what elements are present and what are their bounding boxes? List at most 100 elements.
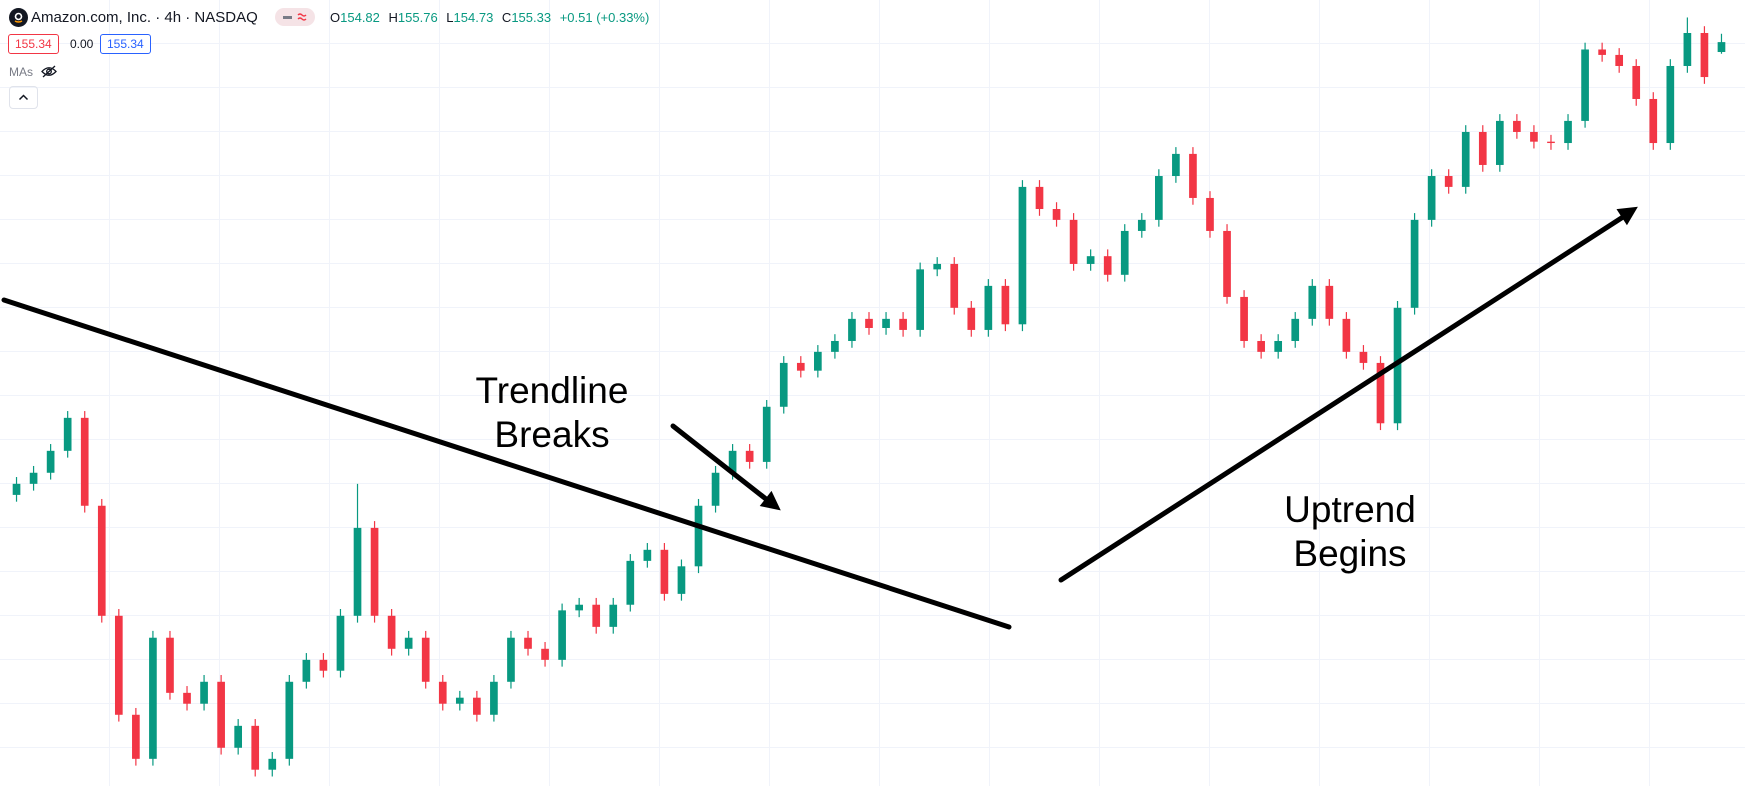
candle-body [473, 697, 481, 715]
candle-body [1683, 32, 1692, 66]
candle-body [1376, 362, 1385, 424]
candle-body [1274, 340, 1283, 352]
candle-body [1513, 120, 1521, 132]
candle-body [524, 637, 532, 649]
annotation-text: Begins [1293, 533, 1406, 574]
symbol-title[interactable]: Amazon.com, Inc. · 4h · NASDAQ [31, 9, 258, 26]
candle-body [814, 351, 822, 371]
candle-body [97, 505, 106, 616]
candle-body [319, 659, 328, 671]
candle-body [1206, 197, 1214, 231]
candle-body [677, 566, 686, 594]
candle-body [882, 318, 890, 328]
candle-body [353, 527, 362, 616]
buy-button[interactable]: 155.34 [100, 34, 151, 54]
candle-body [1291, 318, 1300, 341]
candle-body [217, 681, 225, 748]
candle-body [1052, 209, 1061, 220]
arrow-head [1616, 206, 1638, 226]
candle-body [1325, 285, 1334, 319]
candle-body [831, 340, 839, 352]
candle-body [166, 637, 174, 693]
candle-body [1530, 131, 1538, 142]
indicator-name[interactable]: MAs [9, 65, 33, 79]
candle-body [1137, 219, 1146, 231]
candle-body [46, 450, 55, 473]
ohlc-label: L [446, 10, 454, 25]
candle-body [132, 714, 140, 759]
candle-body [387, 615, 396, 649]
candle-body [63, 417, 72, 451]
ohlc-value: 155.76 [397, 10, 438, 25]
candle-body [609, 604, 618, 627]
arrow-line [670, 423, 769, 502]
candle-body [933, 263, 942, 270]
candle-body [421, 637, 430, 682]
candle-body [694, 505, 703, 567]
candle-body [745, 450, 754, 462]
candle-body [404, 637, 413, 649]
candle-body [1155, 176, 1163, 220]
candle-body [575, 604, 583, 611]
status-icons [283, 13, 307, 21]
candle-body [302, 659, 311, 682]
visibility-icon[interactable] [40, 64, 58, 79]
candle-body [1649, 98, 1658, 144]
trendline [1, 297, 1012, 630]
candle-body [29, 472, 38, 484]
candle-body [865, 318, 873, 328]
candle-body [1666, 65, 1675, 144]
candle-body [1120, 230, 1129, 275]
candle-body [1717, 42, 1726, 53]
ohlc-value: 155.33 [511, 10, 552, 25]
candle-body [1018, 186, 1027, 325]
candle-body [950, 263, 959, 308]
candle-body [490, 681, 498, 715]
candle-body [1086, 256, 1095, 264]
candle-body [12, 483, 21, 495]
candle-body [796, 362, 805, 371]
candle-body [1461, 131, 1470, 187]
candle-body [507, 637, 515, 682]
candle-body [711, 472, 720, 506]
candle-body [455, 697, 464, 704]
candle-body [916, 269, 924, 330]
ohlc: O154.82 H155.76 L154.73 C155.33 +0.51 (+… [330, 10, 649, 25]
status-pill[interactable] [275, 8, 315, 26]
candle-body [626, 560, 635, 605]
candle-body [370, 527, 379, 616]
collapse-button[interactable] [9, 86, 38, 109]
sell-button[interactable]: 155.34 [8, 34, 59, 54]
chevron-icon [18, 94, 29, 101]
ohlc-value: 154.82 [340, 10, 380, 25]
candle-body [1069, 219, 1078, 264]
candle-body [1598, 49, 1606, 55]
change: +0.51 (+0.33%) [559, 10, 650, 25]
candle-body [728, 450, 737, 473]
candle-body [1632, 65, 1641, 99]
candle-body [1564, 120, 1572, 144]
candle-body [967, 307, 976, 330]
candle-body [1172, 153, 1180, 177]
candle-body [1257, 340, 1265, 352]
candle-body [251, 725, 260, 770]
ohlc-value: 154.73 [453, 10, 494, 25]
candle-body [114, 615, 123, 715]
candle-body [1495, 120, 1504, 165]
candle-body [984, 285, 993, 330]
ohlc-label: H [388, 10, 398, 25]
candle-body [848, 318, 856, 341]
candle-body [200, 681, 208, 704]
candle-body [1001, 285, 1010, 325]
candle-body [149, 637, 157, 759]
candle-body [183, 692, 191, 704]
candle-body [1478, 131, 1487, 165]
trendline [1058, 214, 1626, 583]
candle-body [268, 758, 277, 770]
candle-body [1223, 230, 1231, 297]
arrow-head [759, 490, 781, 511]
candle-body [762, 406, 771, 462]
candle-body [558, 610, 566, 660]
